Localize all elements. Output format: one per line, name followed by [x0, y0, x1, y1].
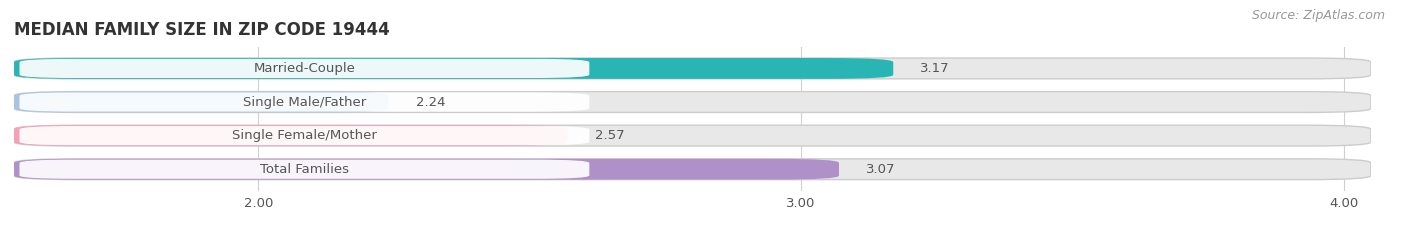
FancyBboxPatch shape [14, 92, 1371, 113]
Text: MEDIAN FAMILY SIZE IN ZIP CODE 19444: MEDIAN FAMILY SIZE IN ZIP CODE 19444 [14, 21, 389, 39]
FancyBboxPatch shape [20, 126, 589, 145]
Text: 2.24: 2.24 [416, 96, 446, 109]
FancyBboxPatch shape [14, 159, 1371, 180]
FancyBboxPatch shape [20, 59, 589, 78]
FancyBboxPatch shape [20, 160, 589, 179]
FancyBboxPatch shape [14, 125, 1371, 146]
FancyBboxPatch shape [14, 92, 388, 113]
Text: Single Female/Mother: Single Female/Mother [232, 129, 377, 142]
Text: 2.57: 2.57 [595, 129, 624, 142]
Text: Total Families: Total Families [260, 163, 349, 176]
Text: Single Male/Father: Single Male/Father [243, 96, 366, 109]
FancyBboxPatch shape [14, 159, 839, 180]
Text: Married-Couple: Married-Couple [253, 62, 356, 75]
FancyBboxPatch shape [20, 93, 589, 112]
Text: 3.07: 3.07 [866, 163, 896, 176]
Text: 3.17: 3.17 [921, 62, 950, 75]
FancyBboxPatch shape [14, 58, 1371, 79]
FancyBboxPatch shape [14, 58, 893, 79]
Text: Source: ZipAtlas.com: Source: ZipAtlas.com [1251, 9, 1385, 22]
FancyBboxPatch shape [14, 125, 568, 146]
